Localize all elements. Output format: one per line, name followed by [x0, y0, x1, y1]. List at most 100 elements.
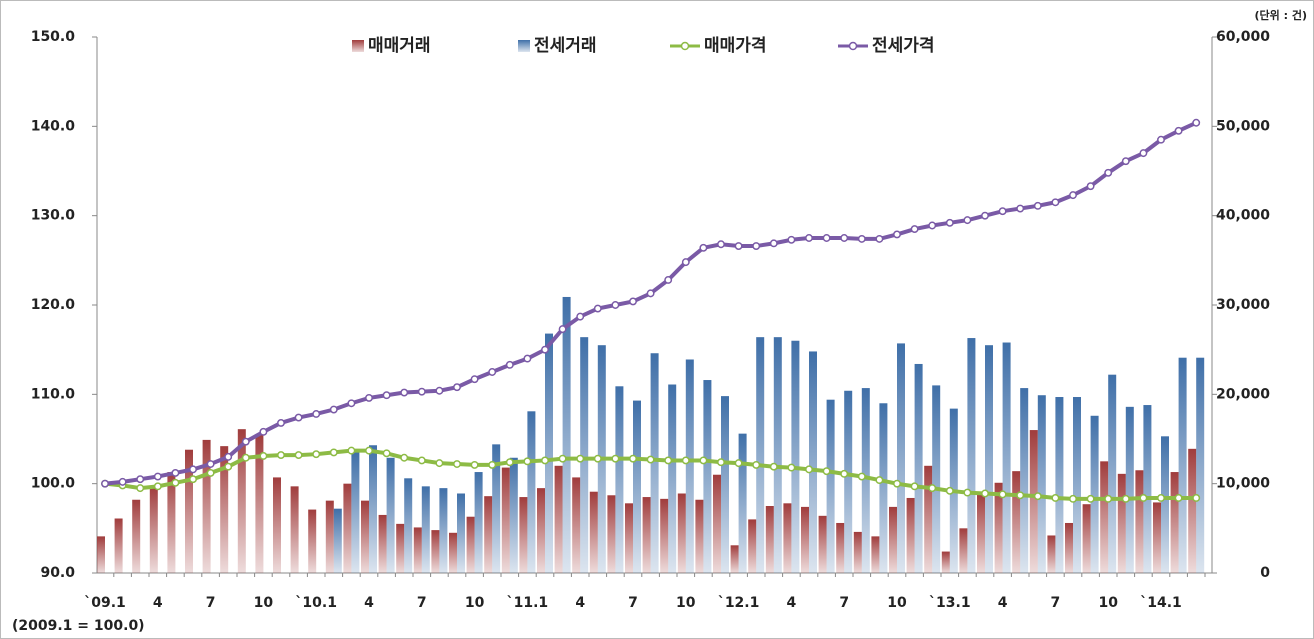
line-point: [945, 218, 954, 227]
y2-tick-label: 50,000: [1216, 118, 1270, 134]
bar: [167, 472, 176, 573]
line-point: [523, 354, 532, 363]
line-point: [488, 460, 497, 469]
bar: [1002, 342, 1011, 573]
legend-label: 전세거래: [534, 36, 597, 56]
line-point: [118, 477, 127, 486]
line-point: [294, 413, 303, 422]
bar: [202, 439, 211, 573]
bar: [924, 465, 933, 573]
line-point: [787, 235, 796, 244]
line-point: [153, 472, 162, 481]
line-point: [928, 221, 937, 230]
line-point: [470, 375, 479, 384]
bar: [527, 411, 536, 573]
x-tick-label: `10.1: [295, 595, 337, 611]
line-point: [998, 490, 1007, 499]
bar: [660, 498, 669, 573]
x-tick-label: 10: [676, 595, 696, 611]
line-point: [910, 482, 919, 491]
line-point: [294, 451, 303, 460]
line-point: [206, 460, 215, 468]
line-point: [400, 388, 409, 397]
line-point: [541, 456, 549, 465]
line-point: [329, 405, 338, 414]
legend-label: 매매가격: [704, 36, 767, 56]
x-tick-label: 10: [254, 595, 274, 611]
line-point: [576, 312, 585, 321]
line-point: [875, 476, 884, 485]
bar: [290, 486, 299, 573]
bar: [1065, 522, 1073, 573]
x-tick-label: 4: [998, 595, 1008, 611]
x-tick-label: `13.1: [929, 595, 971, 611]
legend-label: 전세가격: [872, 36, 935, 56]
bar: [713, 474, 721, 573]
line-point: [822, 467, 831, 476]
line-point: [717, 240, 725, 249]
x-tick-label: 10: [887, 595, 907, 611]
bar: [738, 433, 747, 573]
line-point: [1016, 491, 1025, 500]
line-point: [382, 449, 391, 458]
bar: [369, 445, 377, 573]
x-tick-label: `12.1: [718, 595, 760, 611]
x-tick-label: `09.1: [84, 595, 126, 611]
line-point: [981, 489, 989, 498]
x-tick-label: `11.1: [507, 595, 549, 611]
bar: [914, 363, 923, 573]
bar: [361, 500, 369, 573]
line-point: [224, 462, 233, 471]
bar: [185, 449, 193, 573]
line-point: [1121, 157, 1130, 166]
bar: [308, 509, 317, 573]
bar: [765, 506, 774, 573]
line-point: [752, 242, 761, 250]
line-point: [241, 437, 250, 446]
bar: [607, 495, 616, 573]
line-point: [1139, 149, 1148, 158]
legend-swatch: [352, 40, 364, 52]
bar: [853, 531, 862, 573]
line-point: [259, 452, 268, 460]
y-tick-label: 90.0: [40, 565, 75, 581]
line-point: [259, 427, 268, 436]
legend-swatch: [848, 41, 858, 51]
line-point: [963, 488, 972, 497]
x-tick-label: 7: [839, 595, 849, 611]
bar: [114, 518, 123, 573]
line-point: [277, 451, 285, 460]
bar: [809, 351, 817, 573]
x-tick-label: 7: [206, 595, 216, 611]
line-point: [664, 276, 673, 284]
bar: [1012, 471, 1021, 573]
x-tick-label: 10: [465, 595, 485, 611]
bar: [633, 400, 641, 573]
line-point: [1174, 126, 1183, 135]
bar: [554, 465, 563, 573]
line-point: [593, 304, 602, 313]
line-point: [505, 360, 514, 369]
line-point: [417, 456, 426, 465]
bar: [466, 516, 475, 573]
bar: [703, 380, 712, 573]
bar: [801, 506, 809, 573]
line-point: [576, 454, 585, 463]
line-point: [312, 450, 321, 459]
y2-tick-label: 60,000: [1216, 29, 1270, 45]
line-point: [400, 453, 409, 462]
line-point: [136, 484, 145, 493]
bar: [1108, 374, 1117, 573]
line-point: [805, 234, 813, 242]
line-point: [1192, 494, 1201, 502]
x-tick-label: `14.1: [1140, 595, 1182, 611]
y2-tick-label: 10,000: [1216, 476, 1270, 492]
line-point: [734, 242, 743, 250]
bar: [748, 519, 757, 573]
bar: [783, 503, 792, 573]
line-point: [1086, 182, 1095, 191]
line-point: [365, 393, 373, 402]
bar: [1117, 473, 1126, 573]
y-tick-label: 130.0: [31, 208, 76, 224]
